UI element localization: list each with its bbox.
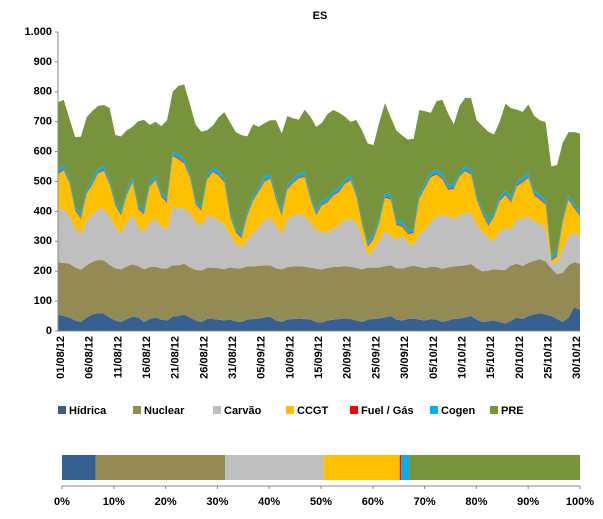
y-tick-label: 0 [46,325,52,337]
x-tick-label: 30/10/12 [571,336,583,379]
x-tick-label: 26/08/12 [198,336,210,379]
y-tick-label: 500 [34,175,52,187]
x-tick-label: 01/08/12 [55,336,67,379]
y-tick-label: 900 [34,56,52,68]
legend-swatch [58,406,66,414]
bar-segment [225,455,324,480]
bar-segment [409,455,580,480]
y-tick-label: 600 [34,146,52,158]
legend-label: Cogen [441,405,476,417]
legend-swatch [430,406,438,414]
y-tick-label: 800 [34,86,52,98]
legend-swatch [213,406,221,414]
legend-swatch [133,406,141,414]
y-tick-label: 200 [34,265,52,277]
x-tick-label: 50% [310,496,332,508]
x-tick-label: 30/09/12 [399,336,411,379]
bar-segment [95,455,226,480]
x-tick-label: 06/08/12 [84,336,96,379]
y-tick-label: 1.000 [24,26,52,38]
bar-segment [401,455,410,480]
y-tick-label: 700 [34,116,52,128]
x-tick-label: 11/08/12 [112,336,124,378]
legend-label: Hídrica [69,405,107,417]
x-tick-label: 100% [566,496,594,508]
x-tick-label: 16/08/12 [141,336,153,379]
x-tick-label: 40% [258,496,280,508]
x-tick-label: 05/10/12 [428,336,440,379]
y-tick-label: 100 [34,295,52,307]
x-tick-label: 10% [103,496,125,508]
x-tick-label: 90% [517,496,539,508]
y-tick-label: 400 [34,205,52,217]
x-tick-label: 0% [54,496,70,508]
area [58,151,580,260]
x-tick-label: 10/09/12 [284,336,296,379]
legend-swatch [350,406,358,414]
x-tick-label: 30% [206,496,228,508]
x-tick-label: 15/09/12 [313,336,325,379]
bar-segment [399,455,402,480]
x-tick-label: 21/08/12 [170,336,182,379]
x-tick-label: 31/08/12 [227,336,239,379]
x-tick-label: 25/09/12 [370,336,382,379]
area [58,84,580,257]
y-tick-label: 300 [34,235,52,247]
x-tick-label: 60% [362,496,384,508]
area [58,259,580,324]
bar-segment [62,455,96,480]
x-tick-label: 15/10/12 [485,336,497,379]
x-tick-label: 80% [465,496,487,508]
area [58,307,580,331]
x-tick-label: 05/09/12 [256,336,268,379]
legend-label: PRE [501,405,524,417]
x-tick-label: 20% [155,496,177,508]
legend-swatch [490,406,498,414]
legend-label: Nuclear [144,405,185,417]
x-tick-label: 70% [414,496,436,508]
area [58,156,580,264]
x-tick-label: 20/09/12 [342,336,354,379]
chart-title: ES [313,10,328,22]
x-tick-label: 20/10/12 [514,336,526,379]
area [58,206,580,275]
x-tick-label: 10/10/12 [456,336,468,379]
x-tick-label: 25/10/12 [542,336,554,379]
legend-swatch [286,406,294,414]
legend-label: CCGT [297,405,328,417]
legend-label: Carvão [224,405,262,417]
legend-label: Fuel / Gás [361,405,414,417]
bar-segment [323,455,400,480]
